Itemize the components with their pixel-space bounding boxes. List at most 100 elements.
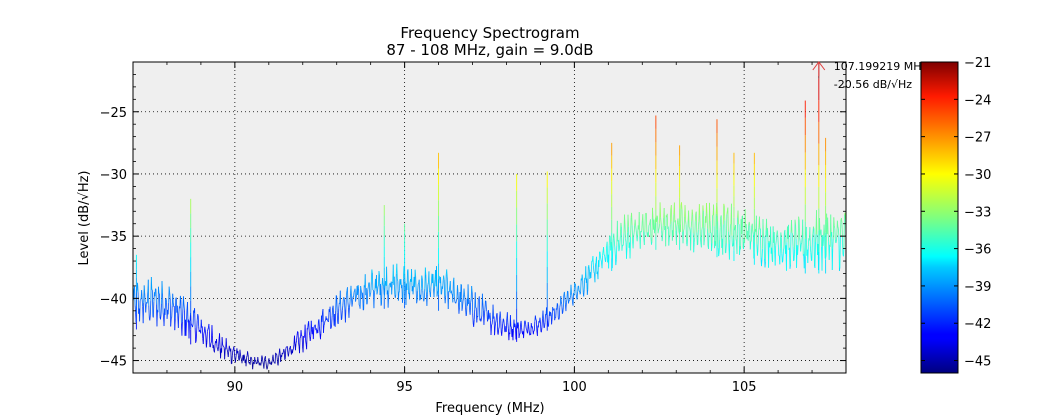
spectrum-segment — [727, 211, 728, 215]
spectrum-segment — [340, 291, 341, 309]
spectrum-segment — [293, 345, 294, 349]
spectrum-segment — [627, 232, 628, 247]
spectrum-segment — [422, 276, 423, 279]
spectrum-segment — [196, 341, 197, 343]
spectrum-segment — [218, 347, 219, 351]
spectrum-segment — [422, 278, 423, 290]
spectrum-segment — [266, 362, 267, 366]
x-tick-label: 100 — [562, 380, 587, 395]
spectrum-segment — [372, 269, 373, 273]
spectrum-segment — [303, 336, 304, 352]
spectrum-segment — [812, 234, 813, 238]
spectrum-segment — [412, 269, 413, 291]
spectrum-segment — [772, 248, 773, 260]
spectrum-segment — [799, 217, 800, 220]
spectrum-segment — [835, 228, 836, 239]
spectrum-segment — [694, 242, 695, 252]
spectrum-segment — [790, 265, 791, 269]
spectrum-segment — [562, 312, 563, 313]
spectrum-segment — [359, 289, 360, 305]
spectrum-segment — [561, 302, 562, 305]
spectrum-segment — [606, 246, 607, 257]
spectrum-segment — [616, 245, 617, 260]
spectrum-segment — [515, 324, 516, 327]
spectrum-segment — [702, 227, 703, 230]
spectrum-segment — [264, 361, 265, 369]
spectrum-segment — [641, 230, 642, 232]
spectrum-segment — [731, 204, 732, 236]
spectrum-segment — [368, 283, 369, 287]
spectrum-segment — [842, 222, 843, 237]
spectrum-segment — [236, 353, 237, 358]
spectrum-segment — [382, 286, 383, 304]
spectrum-segment — [781, 237, 782, 253]
spectrum-segment — [632, 225, 633, 241]
spectrum-segment — [278, 357, 279, 365]
spectrum-segment — [212, 325, 213, 336]
spectrum-segment — [776, 241, 777, 245]
spectrum-segment — [691, 227, 692, 250]
spectrum-segment — [305, 325, 306, 341]
spectrum-segment — [716, 214, 717, 246]
colorbar-tick-label: −30 — [964, 168, 991, 183]
spectrum-segment — [751, 226, 752, 241]
spectrum-segment — [331, 325, 332, 328]
colorbar-tick-label: −21 — [964, 56, 991, 71]
spectrum-segment — [782, 261, 783, 262]
spectrum-segment — [577, 292, 578, 300]
spectrum-segment — [627, 247, 628, 258]
spectrum-segment — [801, 245, 802, 252]
spectrum-segment — [723, 204, 724, 225]
spectrum-segment — [695, 221, 696, 237]
spectrum-segment — [507, 312, 508, 322]
spectrum-segment — [619, 243, 620, 249]
spectrum-segment — [571, 285, 572, 293]
spectrum-segment — [645, 213, 646, 231]
spectrum-segment — [378, 285, 379, 287]
spectrum-segment — [658, 230, 659, 233]
spectrum-segment — [341, 308, 342, 320]
spectrum-segment — [232, 351, 233, 356]
spectrum-segment — [729, 240, 730, 260]
spectrum-segment — [293, 349, 294, 351]
spectrum-segment — [140, 300, 141, 301]
spectrum-segment — [447, 277, 448, 292]
spectrum-segment — [495, 323, 496, 327]
spectrum-segment — [828, 218, 829, 236]
spectrum-segment — [397, 279, 398, 281]
spectrum-segment — [582, 275, 583, 281]
spectrum-segment — [208, 328, 209, 330]
spectrum-segment — [775, 245, 776, 265]
spectrum-segment — [182, 309, 183, 322]
spectrum-segment — [212, 336, 213, 348]
spectrum-segment — [241, 358, 242, 359]
spectrum-segment — [287, 346, 288, 352]
spectrum-segment — [427, 295, 428, 306]
spectrum-segment — [769, 241, 770, 267]
spectrum-segment — [798, 245, 799, 255]
spectrum-segment — [272, 358, 273, 362]
spectrum-segment — [581, 279, 582, 292]
spectrum-segment — [234, 346, 235, 352]
spectrum-segment — [634, 233, 635, 236]
spectrum-segment — [682, 202, 683, 209]
spectrum-segment — [536, 319, 537, 320]
colorbar-tick-label: −36 — [964, 243, 991, 258]
spectrum-segment — [669, 236, 670, 237]
x-tick-label: 105 — [732, 380, 757, 395]
spectrum-segment — [563, 307, 564, 312]
spectrum-segment — [839, 236, 840, 271]
spectrum-segment — [781, 232, 782, 237]
spectrum-segment — [319, 319, 320, 327]
spectrum-segment — [213, 345, 214, 351]
spectrum-segment — [503, 319, 504, 320]
spectrum-segment — [163, 312, 164, 317]
spectrum-segment — [374, 291, 375, 293]
spectrum-segment — [456, 300, 457, 303]
spectrum-segment — [778, 235, 779, 244]
spectrum-segment — [588, 267, 589, 290]
spectrum-segment — [593, 266, 594, 272]
spectrum-segment — [441, 277, 442, 294]
spectrum-segment — [712, 243, 713, 251]
spectrum-segment — [465, 299, 466, 308]
